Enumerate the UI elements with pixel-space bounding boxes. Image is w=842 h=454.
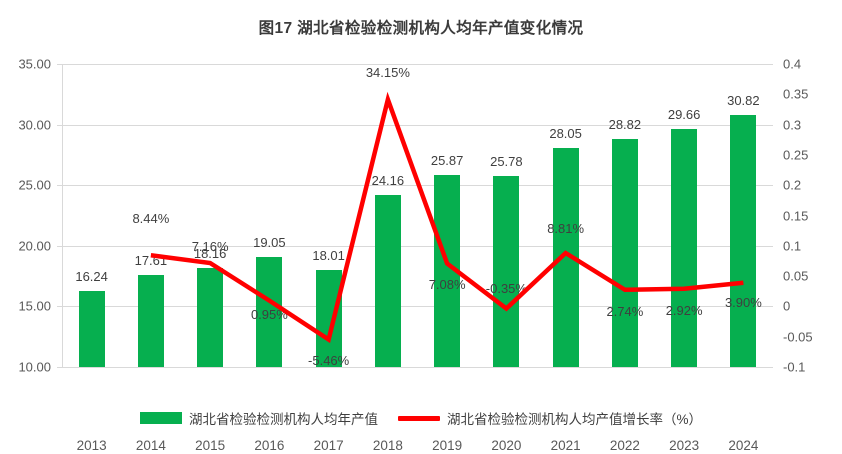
growth-rate-value-label: -5.46% (308, 353, 350, 369)
bar[interactable] (78, 291, 105, 367)
bar-value-label: 16.24 (75, 269, 108, 285)
growth-rate-value-label: 7.16% (191, 239, 229, 254)
y-axis-left-tick-mark (57, 245, 62, 247)
bar[interactable] (730, 114, 757, 367)
y-axis-left-tick-label: 10.00 (18, 359, 51, 375)
grid-line (62, 124, 773, 126)
y-axis-left-tick-mark (57, 367, 62, 368)
y-axis-right-tick-label: 0.25 (783, 147, 809, 163)
bar[interactable] (137, 274, 164, 367)
bar[interactable] (552, 148, 579, 367)
growth-rate-value-label: 8.44% (132, 211, 170, 227)
y-axis-right-tick-label: 0.3 (783, 117, 802, 133)
bar-value-label: 17.61 (134, 252, 168, 268)
x-axis-tick-label: 2019 (432, 438, 463, 453)
bar-value-label: 18.01 (312, 247, 345, 263)
chart-title: 图17 湖北省检验检测机构人均年产值变化情况 (258, 20, 584, 37)
chart-legend: 湖北省检验检测机构人均年产值 湖北省检验检测机构人均产值增长率（%） (0, 408, 842, 428)
legend-bar-label: 湖北省检验检测机构人均年产值 (188, 412, 378, 427)
growth-rate-value-label: 3.90% (724, 294, 762, 310)
y-axis-right-tick-label: -0.1 (783, 359, 806, 375)
bar-value-label: 28.82 (608, 116, 642, 132)
growth-rate-value-label: 2.74% (606, 303, 644, 319)
growth-rate-value-label: -0.35% (485, 280, 527, 296)
grid-line (62, 185, 773, 187)
growth-rate-value-label: 34.15% (365, 65, 410, 81)
x-axis-tick-label: 2013 (76, 438, 107, 453)
bar-value-label: 19.05 (253, 235, 286, 251)
growth-rate-value-label: 8.81% (547, 221, 585, 236)
y-axis-left-line (62, 64, 63, 367)
legend-line-label: 湖北省检验检测机构人均产值增长率（%） (446, 412, 702, 427)
x-axis-tick-label: 2024 (728, 438, 759, 453)
y-axis-left-tick-mark (57, 306, 62, 308)
y-axis-right-tick-label: 0 (783, 298, 791, 314)
y-axis-left-tick-mark (57, 185, 62, 187)
grid-line (62, 245, 773, 247)
plot-area: 10.00 15.00 20.00 25.00 30.00 35.00 -0.1 -0.05 0… (18, 57, 812, 454)
bar-value-label: 30.82 (727, 92, 760, 108)
grid-line (62, 367, 773, 368)
bar-value-label: 25.78 (490, 153, 523, 169)
y-axis-right-tick-label: 0.4 (783, 56, 802, 72)
growth-rate-value-label: 2.92% (665, 302, 703, 318)
y-axis-right-tick-label: 0.1 (783, 238, 802, 254)
y-axis-left-tick-mark (57, 124, 62, 126)
x-axis-tick-label: 2016 (254, 438, 285, 453)
x-axis-tick-label: 2015 (195, 438, 226, 453)
x-axis-tick-label: 2021 (550, 438, 581, 453)
bar-value-label: 25.87 (430, 152, 464, 168)
x-axis-tick-label: 2017 (313, 438, 344, 453)
bar[interactable] (611, 138, 638, 367)
bar-value-label: 29.66 (667, 106, 701, 122)
bar-value-label: 24.16 (371, 173, 405, 189)
bar[interactable] (671, 128, 698, 367)
y-axis-right-tick-label: 0.35 (783, 86, 809, 102)
x-axis-tick-label: 2022 (609, 438, 640, 453)
y-axis-left-tick-label: 35.00 (18, 56, 51, 72)
bar[interactable] (315, 269, 342, 367)
y-axis-left-tick-label: 30.00 (18, 117, 51, 133)
legend-bar-swatch-icon (139, 412, 182, 424)
bar-value-label: 28.05 (549, 126, 582, 142)
grid-line (62, 64, 773, 65)
legend-line-swatch-icon (397, 415, 440, 421)
growth-rate-value-label: 7.08% (428, 277, 466, 293)
x-axis-tick-label: 2023 (669, 438, 700, 453)
y-axis-left-tick-label: 25.00 (18, 177, 51, 193)
x-axis-tick-label: 2014 (135, 438, 166, 453)
bar[interactable] (374, 195, 401, 367)
legend-item-bar[interactable]: 湖北省检验检测机构人均年产值 (139, 408, 378, 428)
x-axis-tick-label: 2020 (491, 438, 522, 453)
y-axis-right-tick-label: 0.15 (783, 208, 809, 223)
y-axis-right-tick-label: -0.05 (783, 329, 813, 345)
y-axis-left-tick-label: 20.00 (18, 238, 51, 254)
y-axis-right-tick-label: 0.05 (783, 268, 809, 284)
bar[interactable] (197, 268, 224, 367)
y-axis-right-tick-label: 0.2 (783, 177, 802, 193)
y-axis-left-tick-label: 15.00 (18, 298, 51, 314)
bar[interactable] (493, 175, 520, 367)
growth-rate-value-label: 0.95% (250, 306, 288, 322)
legend-item-line[interactable]: 湖北省检验检测机构人均产值增长率（%） (397, 408, 702, 428)
bar[interactable] (434, 174, 461, 367)
x-axis-tick-label: 2018 (372, 438, 403, 453)
y-axis-left-tick-mark (57, 64, 62, 65)
